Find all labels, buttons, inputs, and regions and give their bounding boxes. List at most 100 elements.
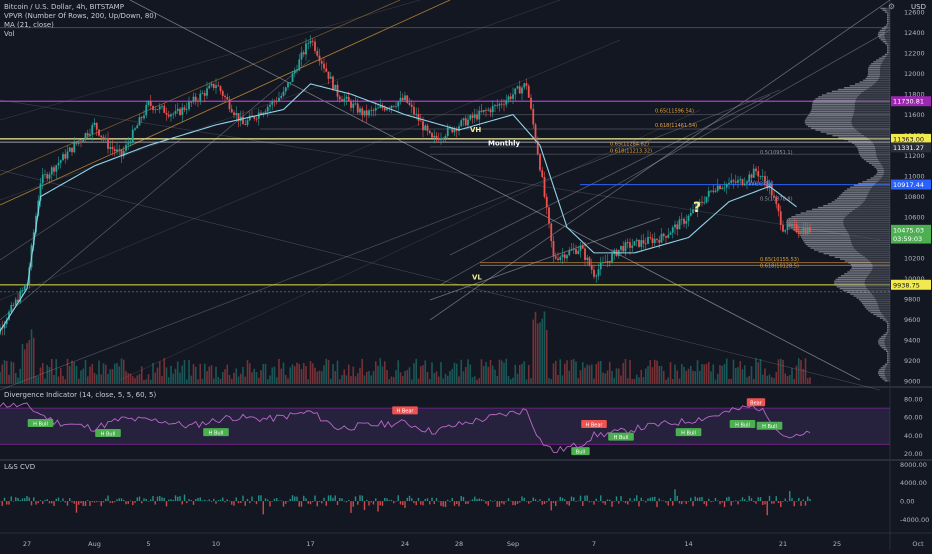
volume-bar <box>212 378 215 384</box>
vpvr-legend[interactable]: VPVR (Number Of Rows, 200, Up/Down, 80) <box>4 12 157 20</box>
volume-bar <box>566 360 568 384</box>
cvd-bar <box>354 496 357 502</box>
vpvr-row <box>888 18 890 21</box>
cvd-bar <box>663 500 665 502</box>
price-tick-label: 12000 <box>904 70 925 78</box>
cvd-bar <box>766 501 768 516</box>
candle-body <box>487 109 490 111</box>
candle-body <box>712 190 715 192</box>
vpvr-row <box>872 265 890 268</box>
cvd-bar <box>201 500 204 502</box>
vpvr-row <box>882 365 887 367</box>
volume-bar <box>644 368 647 384</box>
cvd-bar <box>550 501 552 511</box>
volume-bar <box>356 373 359 384</box>
candle-body <box>77 141 80 144</box>
candle-body <box>275 101 278 103</box>
vpvr-row <box>845 216 890 218</box>
candle-body <box>437 137 440 141</box>
cvd-bar <box>366 499 368 502</box>
volume-bar <box>253 368 256 384</box>
candle-body <box>417 114 420 121</box>
vpvr-row <box>879 37 886 39</box>
volume-bar <box>800 360 802 384</box>
cvd-bar <box>444 501 447 508</box>
vpvr-row <box>867 193 890 196</box>
volume-bar <box>676 370 679 384</box>
candle-body <box>284 87 287 92</box>
volume-bar <box>309 361 312 384</box>
cvd-bar <box>413 501 415 504</box>
cvd-bar <box>575 501 577 502</box>
volume-bar <box>759 358 762 384</box>
cvd-bar <box>390 499 393 502</box>
divergence-label: H Bull <box>33 421 48 427</box>
candle-body <box>95 122 98 130</box>
vpvr-row <box>886 365 890 367</box>
candle-body <box>179 108 181 116</box>
volume-bar <box>194 366 197 384</box>
volume-bar <box>370 375 373 384</box>
volume-bar <box>408 367 411 384</box>
candle-body <box>122 150 125 157</box>
volume-bar <box>361 358 364 384</box>
vpvr-row <box>885 376 890 378</box>
volume-bar <box>21 343 24 384</box>
vpvr-row <box>887 348 890 351</box>
time-tick-label: Oct <box>912 540 924 548</box>
volume-bar <box>518 365 521 384</box>
price-tick-label: 11600 <box>904 111 925 119</box>
cvd-bar <box>345 501 348 503</box>
volume-bar <box>732 359 735 384</box>
candle-body <box>737 180 739 183</box>
candle-body <box>224 95 226 97</box>
vpvr-row <box>885 321 889 323</box>
volume-bar <box>109 369 112 384</box>
cvd-bar <box>321 501 323 504</box>
volume-bar <box>611 370 613 384</box>
volume-bar <box>80 370 82 384</box>
candle-body <box>806 227 809 234</box>
candle-body <box>644 243 647 245</box>
cvd-bar <box>449 501 451 502</box>
volume-bar <box>143 379 145 384</box>
volume-bar <box>593 378 595 384</box>
ma-legend[interactable]: MA (21, close) <box>4 21 54 29</box>
candle-body <box>300 52 303 60</box>
volume-bar <box>406 370 409 384</box>
cvd-bar <box>183 494 186 502</box>
cvd-bar <box>267 499 269 502</box>
vpvr-row <box>792 228 847 231</box>
cvd-bar <box>570 496 573 502</box>
vpvr-row <box>837 197 867 200</box>
candle-body <box>469 115 472 120</box>
volume-bar <box>287 378 289 384</box>
candle-body <box>530 97 532 109</box>
vpvr-row <box>877 79 890 82</box>
volume-bar <box>680 364 683 384</box>
cvd-bar <box>609 499 611 502</box>
vpvr-row <box>879 337 886 340</box>
vpvr-row <box>835 278 866 281</box>
candle-body <box>332 76 334 90</box>
gear-icon[interactable]: ⚙ <box>887 2 895 11</box>
candle-body <box>323 63 325 69</box>
vpvr-row <box>886 346 890 349</box>
vpvr-row <box>797 232 849 235</box>
oscillator-title: Divergence Indicator (14, close, 5, 5, 6… <box>4 391 156 399</box>
candle-body <box>651 238 654 244</box>
vpvr-row <box>868 289 890 292</box>
candle-body <box>566 255 568 259</box>
cvd-bar <box>393 501 395 504</box>
vpvr-row <box>833 282 865 284</box>
volume-bar <box>514 364 517 384</box>
candle-body <box>458 126 460 131</box>
vpvr-row <box>869 86 890 89</box>
vpvr-row <box>878 306 890 308</box>
candle-body <box>188 101 190 110</box>
volume-bar <box>325 358 328 384</box>
vol-legend[interactable]: Vol <box>4 30 15 38</box>
candle-body <box>442 138 445 140</box>
